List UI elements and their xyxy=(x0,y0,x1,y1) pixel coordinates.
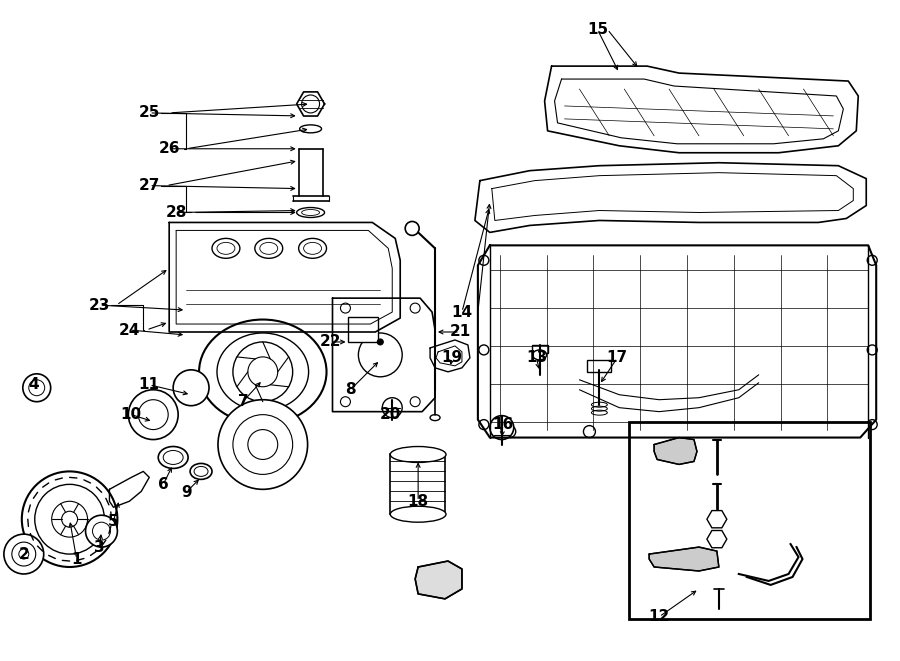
Circle shape xyxy=(847,426,860,438)
Ellipse shape xyxy=(303,243,321,254)
Circle shape xyxy=(504,426,516,438)
Text: 2: 2 xyxy=(18,547,29,562)
Bar xyxy=(629,422,870,619)
Text: 19: 19 xyxy=(441,350,463,366)
Circle shape xyxy=(410,397,420,407)
Circle shape xyxy=(173,370,209,406)
Ellipse shape xyxy=(158,447,188,469)
Text: 12: 12 xyxy=(649,609,670,624)
Ellipse shape xyxy=(391,506,446,522)
Ellipse shape xyxy=(533,350,546,360)
Text: 17: 17 xyxy=(607,350,628,366)
Ellipse shape xyxy=(391,447,446,463)
Circle shape xyxy=(233,342,292,402)
Circle shape xyxy=(340,303,350,313)
Text: 8: 8 xyxy=(345,382,356,397)
Circle shape xyxy=(19,549,29,559)
Text: 20: 20 xyxy=(380,407,400,422)
Circle shape xyxy=(93,522,111,540)
Bar xyxy=(348,317,378,342)
Text: 21: 21 xyxy=(449,325,471,340)
Text: 11: 11 xyxy=(139,377,160,392)
Ellipse shape xyxy=(297,208,325,217)
Text: 15: 15 xyxy=(587,22,608,37)
Polygon shape xyxy=(649,547,719,571)
Ellipse shape xyxy=(300,125,321,133)
Text: 10: 10 xyxy=(121,407,142,422)
Ellipse shape xyxy=(255,239,283,258)
Ellipse shape xyxy=(199,319,327,424)
Text: 9: 9 xyxy=(181,485,192,500)
Circle shape xyxy=(22,471,117,567)
Circle shape xyxy=(248,430,278,459)
Text: 4: 4 xyxy=(29,377,39,392)
Circle shape xyxy=(51,501,87,537)
Ellipse shape xyxy=(163,451,183,465)
Circle shape xyxy=(129,390,178,440)
Circle shape xyxy=(868,420,878,430)
Text: 14: 14 xyxy=(452,305,472,319)
Circle shape xyxy=(490,416,514,440)
Bar xyxy=(532,345,547,353)
Ellipse shape xyxy=(190,463,212,479)
Circle shape xyxy=(4,534,44,574)
Circle shape xyxy=(29,380,45,396)
Polygon shape xyxy=(706,531,727,548)
Circle shape xyxy=(35,485,104,554)
Circle shape xyxy=(22,374,50,402)
Ellipse shape xyxy=(212,239,240,258)
Ellipse shape xyxy=(194,467,208,477)
Text: 24: 24 xyxy=(119,323,140,338)
Circle shape xyxy=(382,398,402,418)
Text: 18: 18 xyxy=(408,494,428,509)
Text: 27: 27 xyxy=(139,178,160,193)
Ellipse shape xyxy=(217,333,309,410)
Circle shape xyxy=(868,345,878,355)
Text: 25: 25 xyxy=(139,105,160,120)
Ellipse shape xyxy=(302,210,319,215)
Text: 5: 5 xyxy=(108,514,119,529)
Circle shape xyxy=(410,303,420,313)
Circle shape xyxy=(583,426,596,438)
Bar xyxy=(391,455,445,514)
Circle shape xyxy=(61,511,77,527)
Circle shape xyxy=(405,221,419,235)
Circle shape xyxy=(377,339,383,345)
Polygon shape xyxy=(706,510,727,528)
Circle shape xyxy=(358,333,402,377)
Text: 7: 7 xyxy=(238,394,248,409)
Ellipse shape xyxy=(260,243,278,254)
Text: 3: 3 xyxy=(94,539,104,555)
Circle shape xyxy=(86,515,117,547)
Circle shape xyxy=(340,397,350,407)
Circle shape xyxy=(868,255,878,265)
Circle shape xyxy=(302,95,319,113)
Circle shape xyxy=(12,542,36,566)
Text: 28: 28 xyxy=(166,205,187,220)
Circle shape xyxy=(218,400,308,489)
Text: 13: 13 xyxy=(526,350,547,366)
Circle shape xyxy=(479,420,489,430)
Text: 26: 26 xyxy=(158,141,180,156)
Ellipse shape xyxy=(299,239,327,258)
Polygon shape xyxy=(415,561,462,599)
Circle shape xyxy=(139,400,168,430)
Circle shape xyxy=(762,426,775,438)
Circle shape xyxy=(479,345,489,355)
Circle shape xyxy=(248,357,278,387)
Text: 16: 16 xyxy=(492,417,513,432)
Circle shape xyxy=(673,426,685,438)
Ellipse shape xyxy=(430,414,440,420)
Text: 23: 23 xyxy=(89,297,110,313)
Text: 6: 6 xyxy=(158,477,168,492)
Circle shape xyxy=(479,255,489,265)
Text: 22: 22 xyxy=(320,334,341,350)
Circle shape xyxy=(233,414,292,475)
Bar xyxy=(588,360,611,372)
Text: 1: 1 xyxy=(71,551,82,566)
Polygon shape xyxy=(654,438,697,465)
Ellipse shape xyxy=(217,243,235,254)
